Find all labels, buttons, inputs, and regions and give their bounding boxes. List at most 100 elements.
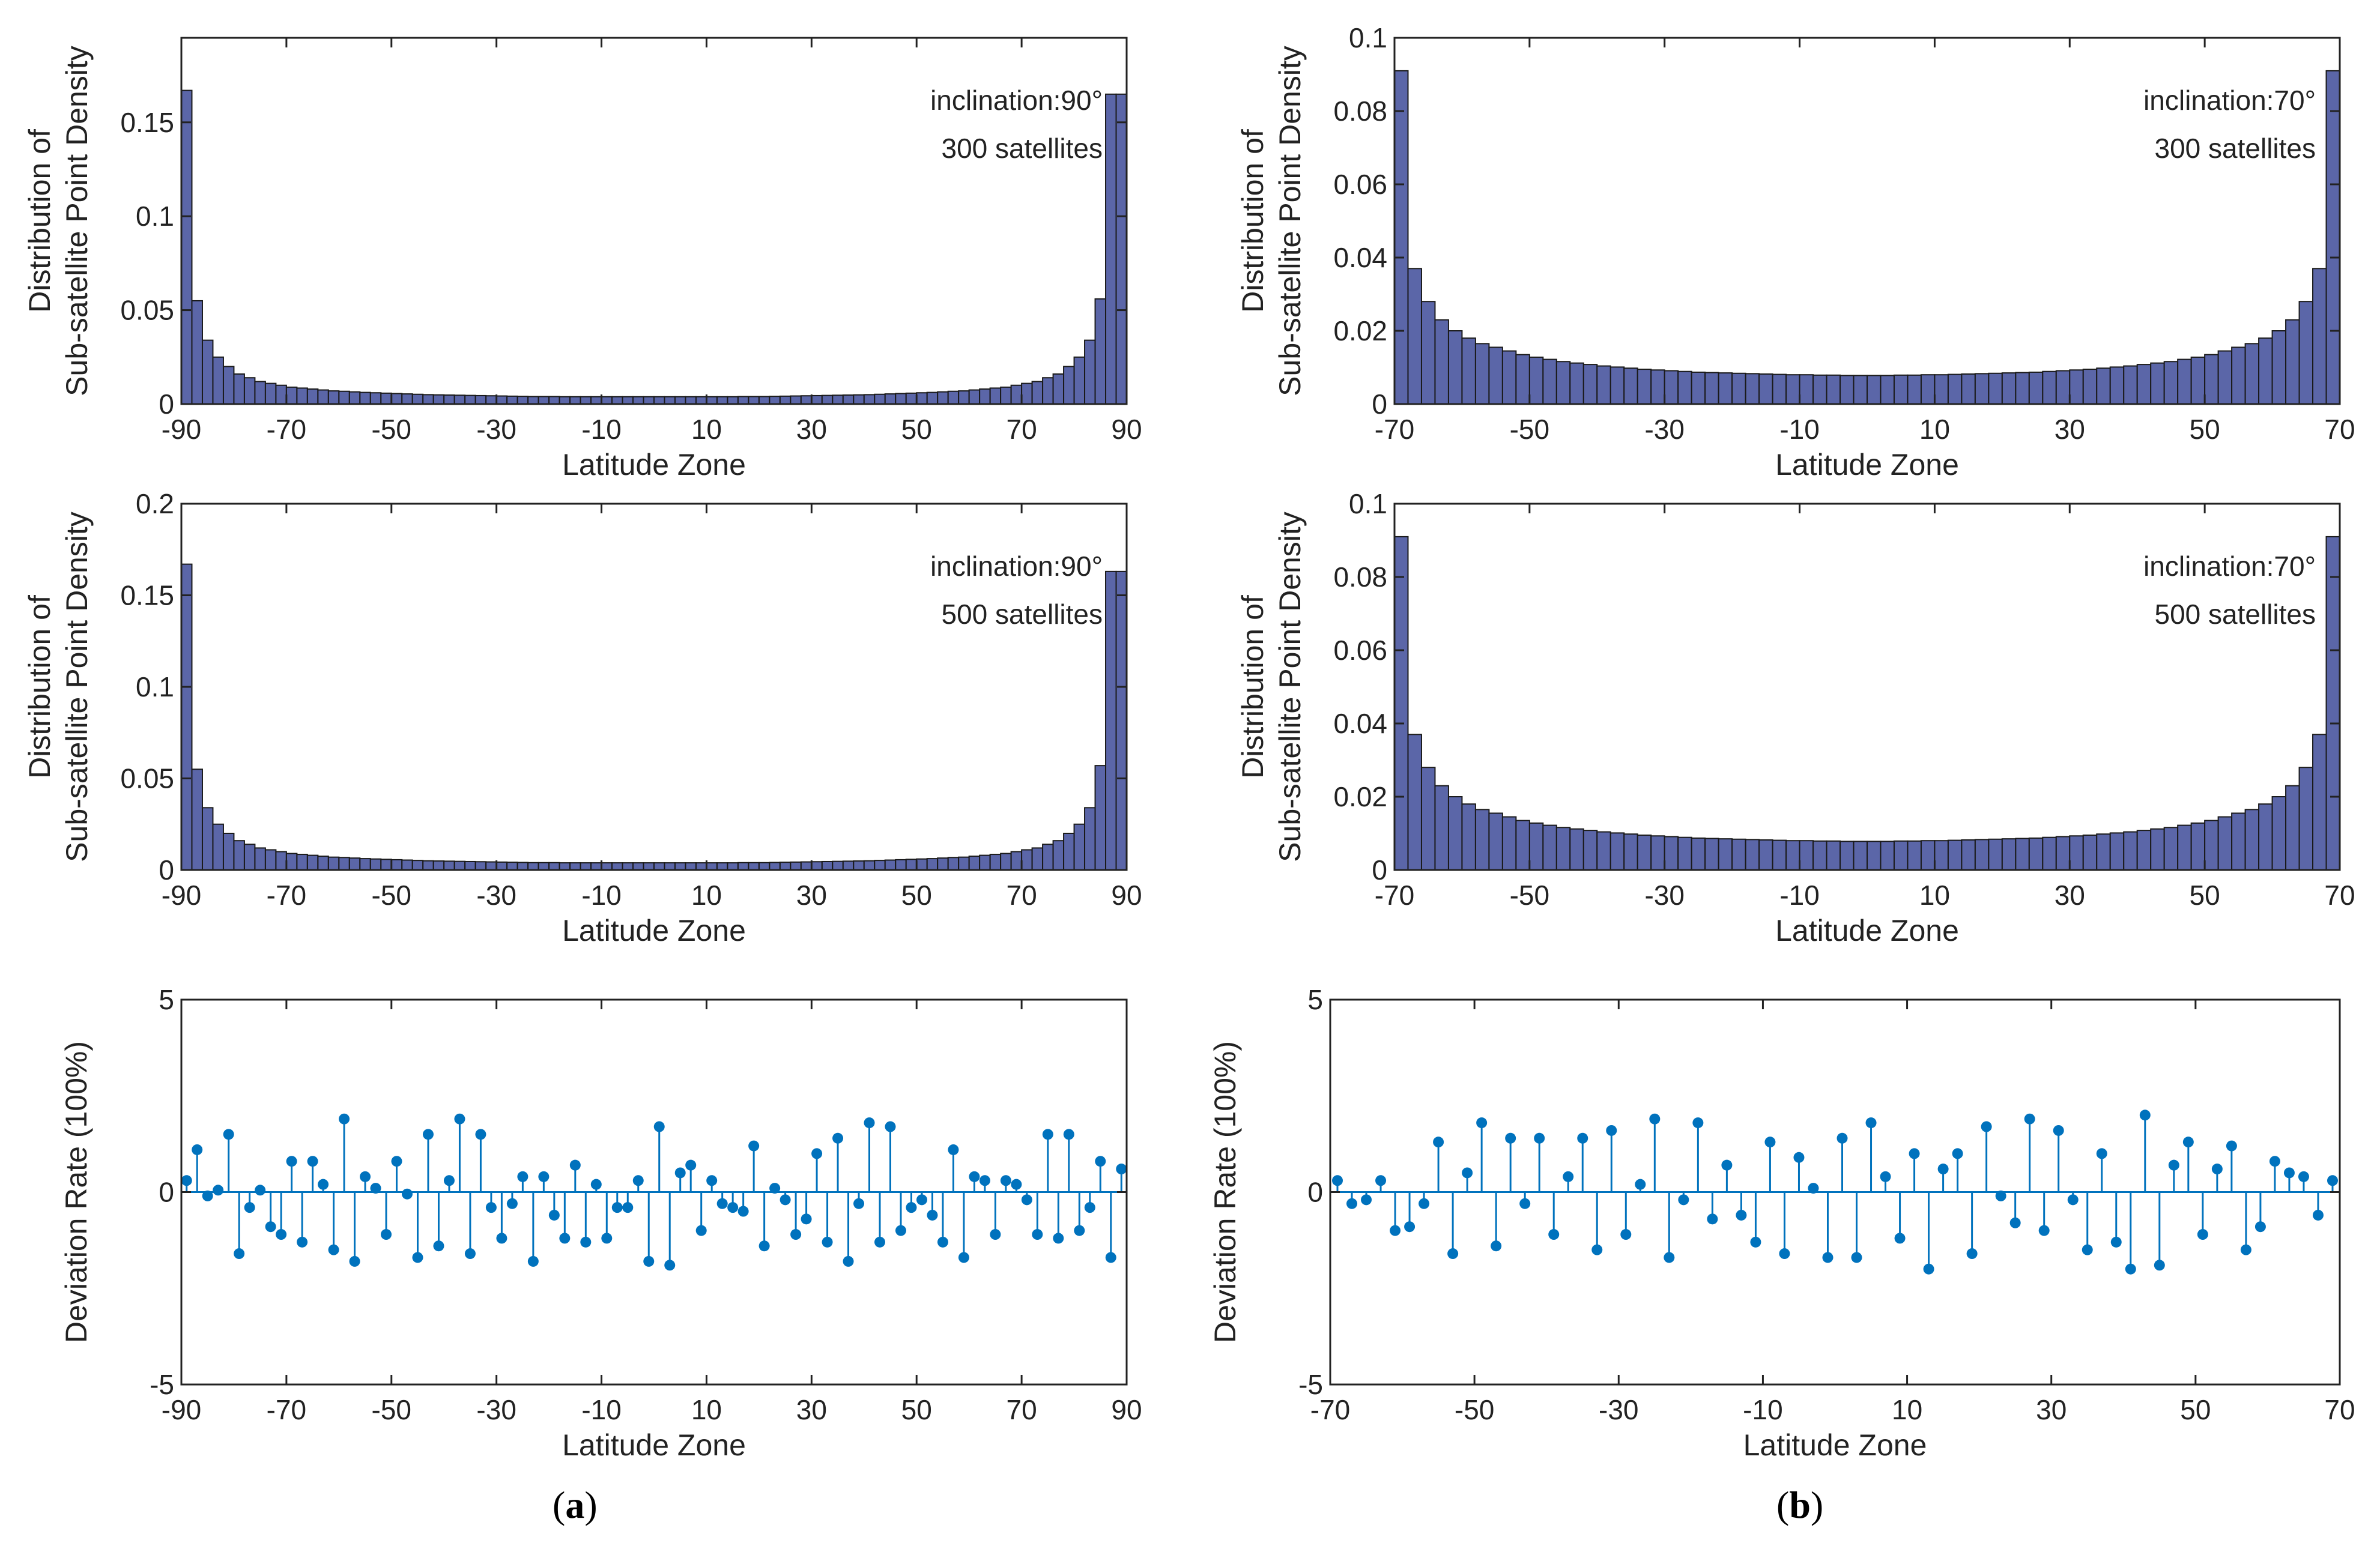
chart-a2: -90 -70 -50 -30 -10 10 30 50 70 90 0 0.05 0.1 0.15 0.2… [23, 488, 1142, 947]
bar [1799, 374, 1814, 405]
stem-marker [748, 1140, 760, 1152]
bar [685, 396, 697, 405]
y-tick-label: 0.06 [1333, 635, 1387, 666]
bar [1073, 823, 1086, 871]
chart-a1: -90 -70 -50 -30 -10 10 30 50 70 90 0 0.05 0.1 0.15 Lat… [23, 37, 1142, 482]
bar [1677, 836, 1692, 871]
y-tick-label: 0.05 [120, 763, 174, 794]
stem-marker [1404, 1221, 1416, 1233]
bar [317, 389, 329, 405]
stem-marker [202, 1190, 213, 1201]
bar [2285, 785, 2300, 871]
bar [2298, 301, 2314, 405]
stem-marker [307, 1156, 318, 1167]
bar [853, 860, 865, 871]
bar [2096, 367, 2111, 405]
bar [1528, 356, 1544, 405]
bar [1893, 374, 1909, 405]
bar [968, 389, 981, 405]
chart-b1: -70 -50 -30 -10 10 30 50 70 0 0.02 0.04 0.06 0.08 0.1… [1236, 22, 2355, 482]
stem-marker [1591, 1244, 1603, 1255]
stem-marker [685, 1159, 697, 1171]
bar [1420, 301, 1436, 405]
bar [1515, 820, 1530, 871]
bar [1555, 827, 1571, 871]
bar [1637, 369, 1652, 405]
bar [1073, 356, 1086, 405]
stem-marker [822, 1236, 833, 1248]
x-tick-label: 50 [901, 414, 932, 445]
bar [1853, 841, 1868, 871]
bar [790, 861, 802, 871]
stem-marker [1664, 1252, 1675, 1263]
bar [1785, 840, 1800, 871]
bar [1094, 298, 1107, 405]
bar [632, 396, 644, 405]
bar [758, 396, 771, 405]
stem-marker [1966, 1248, 1978, 1260]
bar [359, 391, 371, 405]
stem-marker [1447, 1248, 1459, 1260]
bar [758, 862, 771, 871]
bar [2258, 337, 2273, 405]
x-tick-label: 10 [691, 1394, 722, 1425]
bar [1515, 354, 1530, 405]
bar [1447, 796, 1463, 871]
bar [1461, 337, 1476, 405]
bar [1893, 840, 1909, 871]
stem-marker [1880, 1171, 1891, 1182]
stem-marker [1606, 1125, 1617, 1136]
bar [706, 862, 718, 871]
x-tick-label: 50 [2190, 880, 2220, 911]
bar [1052, 840, 1065, 871]
bar [201, 807, 214, 871]
bar [1501, 816, 1517, 871]
y-tick-label: 0.06 [1333, 169, 1387, 200]
bar [1677, 370, 1692, 405]
bar [1867, 375, 1882, 405]
stem-marker [412, 1252, 423, 1263]
bar [1704, 372, 1719, 405]
bar [485, 395, 497, 405]
bar [779, 862, 792, 871]
x-tick-label: 50 [2190, 414, 2220, 445]
bar [2001, 372, 2017, 405]
bar [979, 854, 991, 871]
stem-marker [1419, 1198, 1430, 1209]
bar [1528, 822, 1544, 871]
stem-marker [664, 1260, 676, 1271]
bar [1664, 370, 1679, 405]
bar [401, 393, 413, 405]
panel-label-a-open: ( [553, 1484, 566, 1526]
stem-marker [969, 1171, 980, 1182]
bar [727, 396, 739, 405]
bar [895, 859, 907, 871]
bar [937, 391, 949, 405]
stem-marker [286, 1156, 297, 1167]
bar [1569, 362, 1584, 405]
bar [1880, 841, 1895, 871]
bar [506, 862, 518, 871]
bar [1407, 734, 1422, 871]
panel-label-a: (a) [553, 1483, 598, 1527]
bar [2231, 812, 2246, 871]
y-tick-label: -5 [150, 1369, 174, 1400]
stem-marker [2312, 1209, 2324, 1221]
bar [1407, 268, 1422, 405]
bar [1867, 841, 1882, 871]
bar [1488, 812, 1503, 871]
stem-marker [223, 1129, 234, 1140]
bar [222, 833, 235, 871]
stem-marker [2082, 1244, 2093, 1255]
stem-marker [1105, 1252, 1116, 1263]
x-tick-label: -10 [581, 880, 621, 911]
bar [1691, 371, 1706, 405]
stem-marker [297, 1236, 308, 1248]
stem-marker [1577, 1132, 1588, 1144]
bar [674, 396, 686, 405]
y-axis-label: Sub-satellite Point Density [1273, 46, 1307, 396]
stem-marker [864, 1117, 875, 1129]
stem-marker [1909, 1148, 1920, 1159]
bar [411, 860, 424, 871]
stem-marker [653, 1121, 665, 1132]
